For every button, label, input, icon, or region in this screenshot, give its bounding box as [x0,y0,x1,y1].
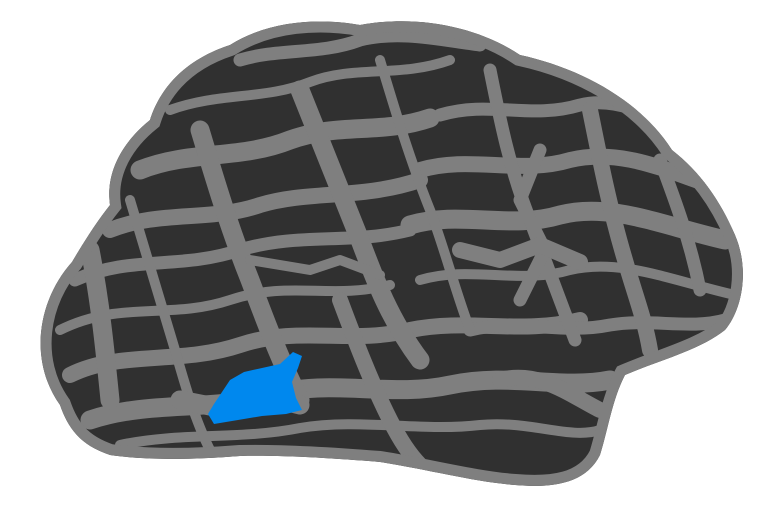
gyral-ridge [233,29,487,67]
gyral-ridge [492,369,608,418]
gyral-ridge [165,55,455,115]
gyral-ridge [375,55,475,335]
gyral-ridge [400,201,735,250]
gyral-ridge [415,261,740,300]
gyral-ridge [653,153,707,297]
highlighted-region[interactable] [208,352,302,424]
gyral-ridge [102,172,428,238]
gyral-ridge [190,120,310,410]
brain-sulci-pattern [40,21,743,486]
gyral-ridge [332,292,428,473]
gyral-ridge [582,102,658,358]
gyral-ridge [55,280,395,335]
gyral-ridge [125,195,215,455]
gyral-ridge [513,143,552,307]
sulci-base [40,21,743,486]
gyral-ridge [290,80,430,370]
gyral-ridge [130,108,440,180]
gyral-ridge [463,313,732,337]
gyral-ridge [245,255,385,280]
gyral-ridge [80,240,120,410]
gyral-ridge [452,237,588,270]
